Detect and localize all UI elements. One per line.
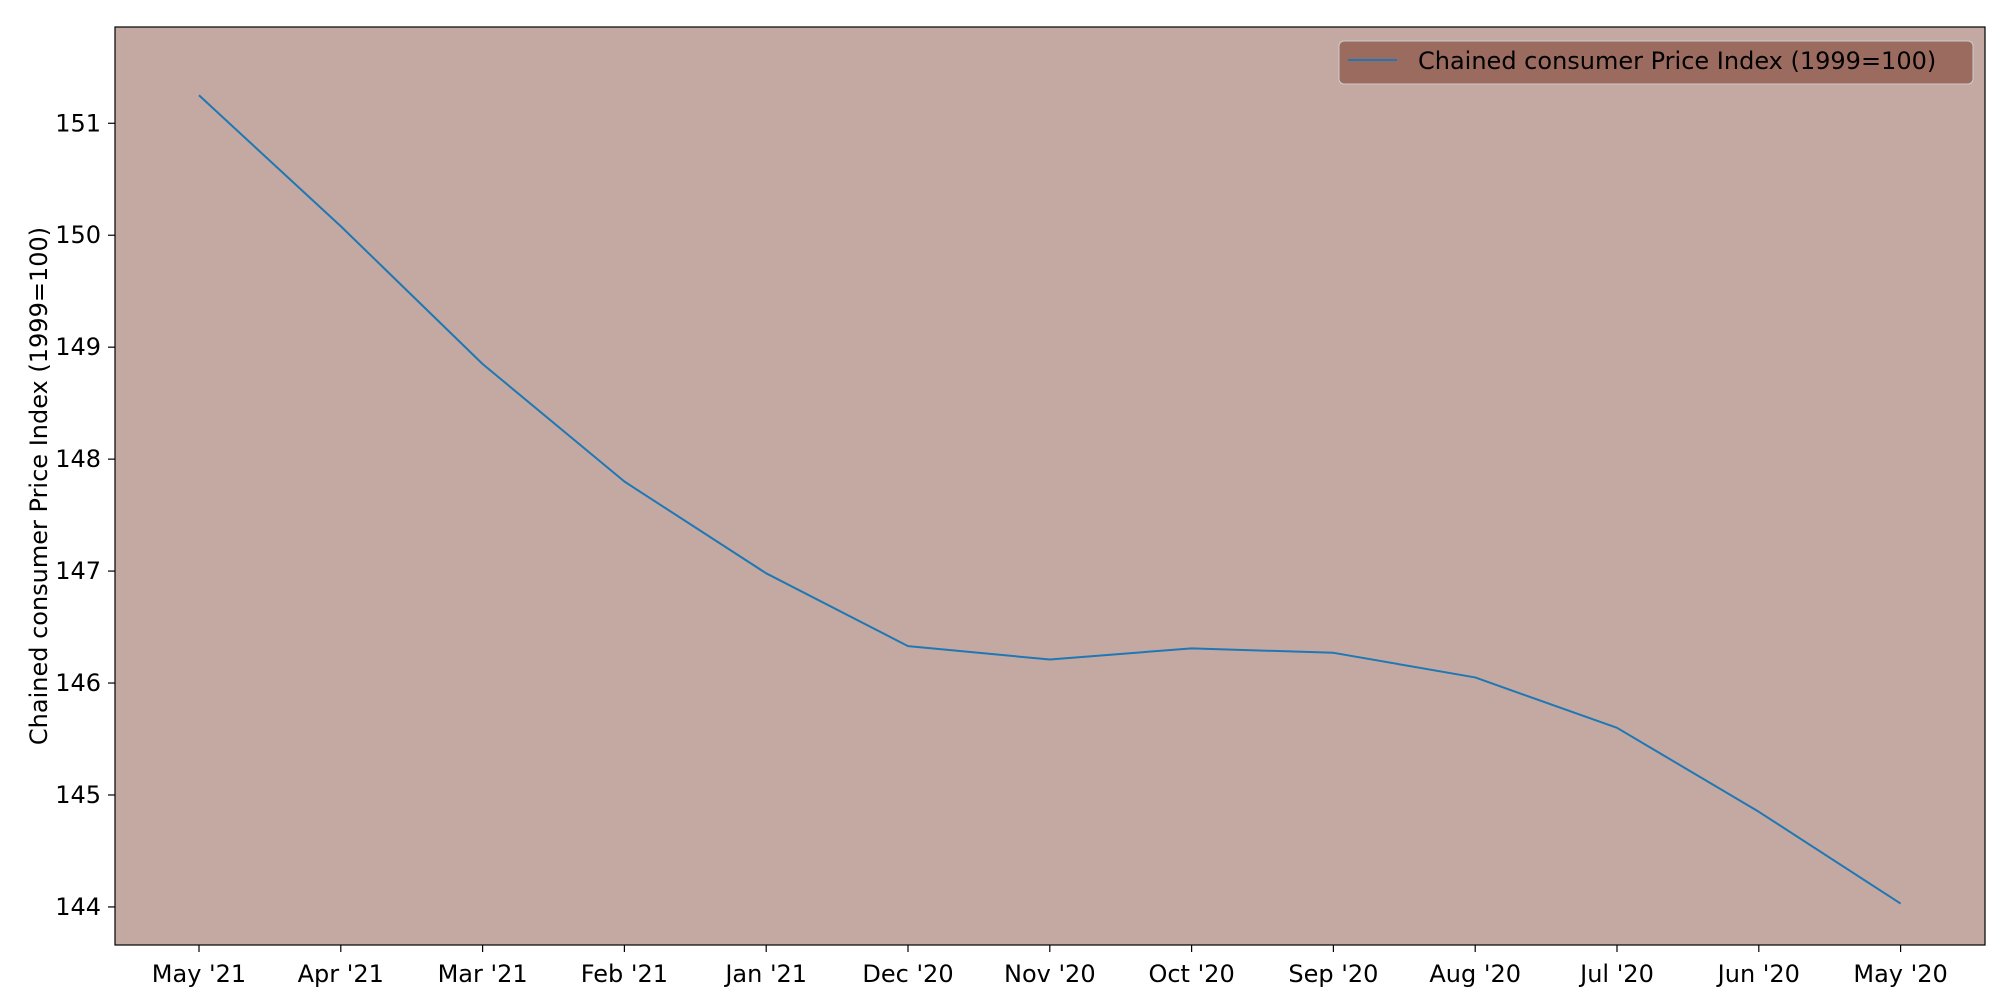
x-tick-label: Mar '21 <box>438 960 528 988</box>
plot-area <box>114 26 1986 946</box>
legend: Chained consumer Price Index (1999=100) <box>1338 40 1974 85</box>
x-tick-label: May '20 <box>1853 960 1947 988</box>
x-tick-label: Dec '20 <box>862 960 953 988</box>
data-point <box>1191 647 1193 649</box>
y-axis-label: Chained consumer Price Index (1999=100) <box>25 227 53 745</box>
y-tick-label: 144 <box>55 893 101 921</box>
legend-label: Chained consumer Price Index (1999=100) <box>1418 47 1936 75</box>
data-point <box>340 225 342 227</box>
data-point <box>482 363 484 365</box>
x-tick-label: Sep '20 <box>1288 960 1378 988</box>
x-tick-label: Apr '21 <box>298 960 384 988</box>
data-point <box>907 645 909 647</box>
series-line <box>198 94 1902 905</box>
x-tick-label: May '21 <box>152 960 246 988</box>
x-tick-label: Nov '20 <box>1004 960 1096 988</box>
y-tick-label: 150 <box>55 221 101 249</box>
y-tick-label: 151 <box>55 109 101 137</box>
data-point <box>1900 903 1902 905</box>
x-tick-label: Jan '21 <box>723 960 807 988</box>
x-tick-label: Jul '20 <box>1578 960 1654 988</box>
y-tick-label: 148 <box>55 445 101 473</box>
y-tick-label: 145 <box>55 781 101 809</box>
x-tick-label: Oct '20 <box>1148 960 1234 988</box>
data-point <box>765 572 767 574</box>
data-point <box>1049 659 1051 661</box>
data-point <box>1474 676 1476 678</box>
data-point <box>623 481 625 483</box>
x-axis-ticks: May '21 Apr '21 Mar '21 Feb '21 Jan '21 Dec '… <box>152 945 1948 988</box>
y-tick-label: 146 <box>55 669 101 697</box>
x-tick-label: Jun '20 <box>1716 960 1800 988</box>
legend-box <box>1338 40 1974 85</box>
x-tick-label: Aug '20 <box>1429 960 1521 988</box>
data-point <box>1758 811 1760 813</box>
y-axis-ticks: 144 145 146 147 148 149 150 151 <box>55 109 115 921</box>
series-layer <box>198 94 1902 905</box>
data-point <box>1332 652 1334 654</box>
x-tick-label: Feb '21 <box>581 960 668 988</box>
y-tick-label: 147 <box>55 557 101 585</box>
y-tick-label: 149 <box>55 333 101 361</box>
data-point <box>1616 727 1618 729</box>
data-point <box>198 94 200 96</box>
